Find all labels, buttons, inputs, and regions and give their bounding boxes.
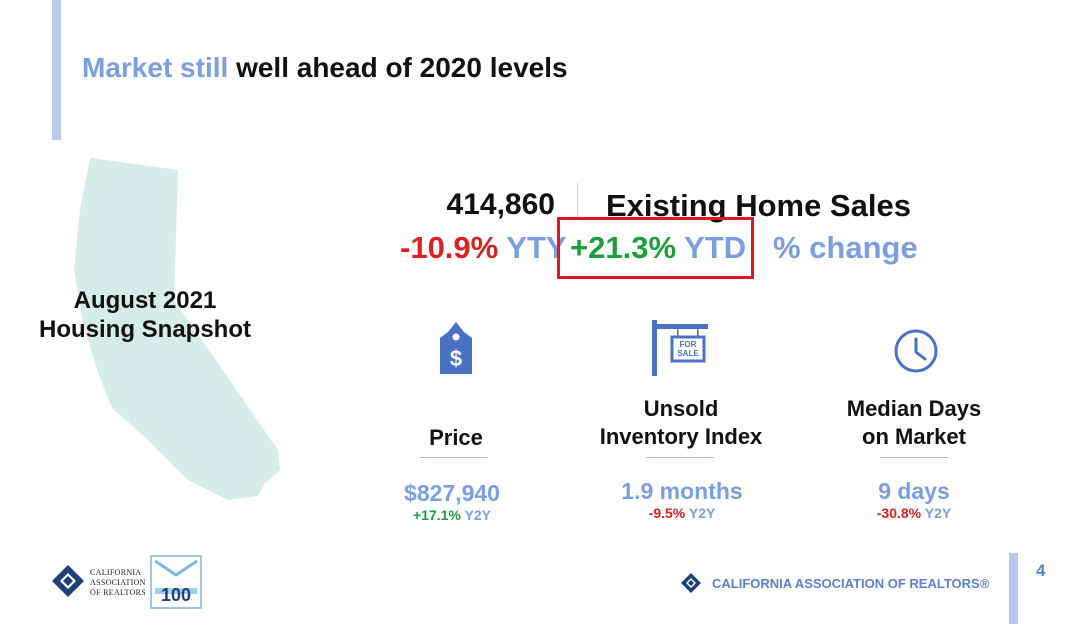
- yty-value: -10.9%: [400, 230, 499, 265]
- metric-days-change-unit: Y2Y: [924, 505, 952, 521]
- metric-inventory-change: -9.5% Y2Y: [592, 505, 772, 521]
- metric-inventory-change-unit: Y2Y: [688, 505, 716, 521]
- car-logo-icon: [52, 565, 84, 597]
- metric-days-value: 9 days: [878, 478, 950, 504]
- ytd-highlight-box: [557, 217, 754, 279]
- metric-price-change: +17.1% Y2Y: [372, 507, 532, 523]
- change-label: % change: [773, 230, 918, 265]
- svg-text:100: 100: [161, 585, 191, 605]
- footer-org-name: CALIFORNIA ASSOCIATION OF REALTORS®: [712, 576, 990, 591]
- yty-unit: YTY: [506, 230, 567, 265]
- metric-price-label: Price: [396, 424, 516, 452]
- metric-days-rule: [880, 457, 948, 458]
- metric-days-label-line1: Median Days: [846, 396, 982, 421]
- sales-count: 414,860: [446, 188, 555, 221]
- slide-title: Market still well ahead of 2020 levels: [82, 52, 568, 84]
- ytd-change: +21.3% YTD: [570, 230, 746, 266]
- snapshot-subtitle: Housing Snapshot: [39, 316, 251, 343]
- snapshot-month: August 2021: [73, 287, 217, 314]
- car-logo-text: CALIFORNIA ASSOCIATION OF REALTORS: [90, 568, 150, 598]
- car-logo-line2: ASSOCIATION: [90, 578, 146, 587]
- metric-days-label: Median Days on Market: [814, 395, 1014, 451]
- clock-icon: [894, 329, 938, 373]
- svg-text:SALE: SALE: [677, 349, 699, 358]
- car-logo-line1: CALIFORNIA: [90, 568, 142, 577]
- left-accent-bar: [52, 0, 61, 140]
- metric-inventory-label-line1: Unsold: [643, 396, 719, 421]
- car-logo-line3: OF REALTORS: [90, 588, 146, 597]
- header-divider: [577, 183, 578, 219]
- metric-inventory-value: 1.9 months: [621, 478, 743, 504]
- svg-text:$: $: [450, 346, 462, 371]
- metric-price-rule: [420, 457, 488, 458]
- metric-price-change-value: +17.1%: [413, 507, 461, 523]
- metric-price-label-text: Price: [429, 425, 483, 450]
- for-sale-sign-icon: FOR SALE: [652, 320, 708, 376]
- ytd-value: +21.3%: [570, 230, 677, 265]
- metric-price-change-unit: Y2Y: [464, 507, 491, 523]
- ytd-unit: YTD: [684, 230, 747, 265]
- metric-inventory-label: Unsold Inventory Index: [576, 395, 786, 451]
- footer-car-logo-icon: [681, 573, 701, 593]
- title-rest: well ahead of 2020 levels: [236, 52, 568, 83]
- metric-inventory-rule: [646, 457, 714, 458]
- metric-inventory-label-line2: Inventory Index: [599, 424, 763, 449]
- metric-days-label-line2: on Market: [862, 424, 966, 449]
- metric-price-value: $827,940: [404, 480, 500, 506]
- metric-inventory-change-value: -9.5%: [648, 505, 686, 521]
- price-tag-icon: $: [440, 322, 472, 374]
- metric-days-change: -30.8% Y2Y: [834, 505, 994, 521]
- centennial-badge-icon: 100: [150, 555, 202, 609]
- snapshot-heading: August 2021 Housing Snapshot: [20, 286, 270, 344]
- right-accent-bar: [1009, 553, 1018, 624]
- california-map-icon: [74, 158, 280, 500]
- page-number: 4: [1036, 561, 1046, 580]
- metric-days-change-value: -30.8%: [876, 505, 922, 521]
- svg-text:FOR: FOR: [680, 340, 697, 349]
- title-highlight: Market still: [82, 52, 229, 83]
- yty-change: -10.9% YTY: [400, 230, 567, 266]
